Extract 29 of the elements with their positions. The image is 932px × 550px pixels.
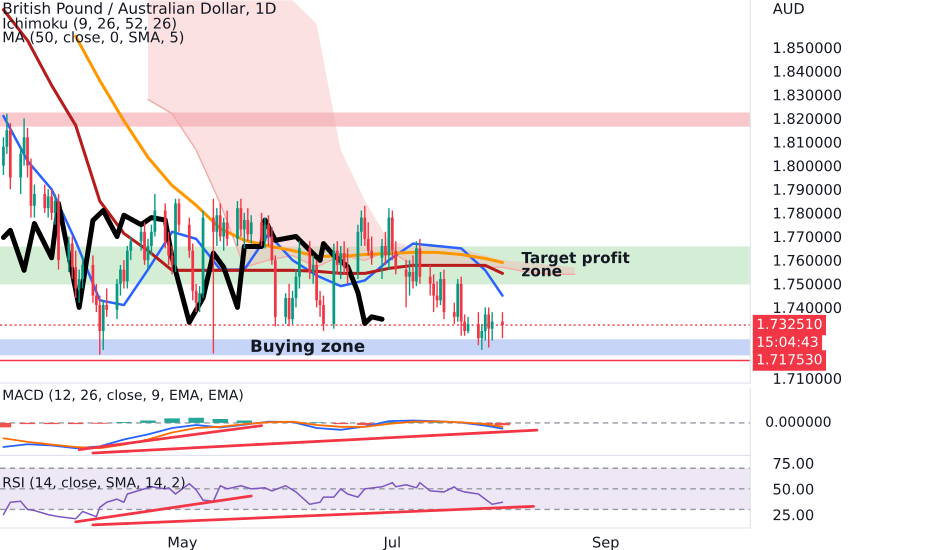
band-label: Buying zone	[252, 339, 364, 356]
y-tick-label: 1.780000	[774, 208, 842, 219]
text: 15:04:43	[758, 336, 818, 347]
x-tick-label: May	[168, 536, 198, 550]
y-tick-label: 75.00	[774, 458, 814, 469]
y-tick-label: 1.770000	[774, 231, 842, 242]
y-axis-title: AUD	[772, 3, 804, 14]
ref-line-label: 1.732510	[758, 318, 822, 330]
y-tick-label: 1.840000	[774, 66, 842, 77]
x-tick-label: Sep	[592, 536, 619, 550]
y-tick-label: 50.00	[774, 484, 814, 495]
x-tick-label: Jul	[382, 536, 400, 550]
y-tick-label: 1.740000	[774, 302, 842, 314]
y-tick-label: 1.710000	[774, 373, 842, 384]
ref-line-label: 1.717530	[758, 354, 822, 365]
y-tick-label: 1.810000	[774, 136, 842, 148]
band-label: Target profit zone	[522, 251, 630, 276]
y-tick-label: 1.750000	[774, 278, 842, 290]
y-tick-label: 1.820000	[774, 113, 842, 124]
text: RSI (14, close, SMA, 14, 2)	[4, 476, 184, 490]
y-tick-label: 25.00	[774, 509, 814, 520]
y-tick-label: 1.760000	[774, 254, 842, 266]
chart-title: British Pound / Australian Dollar, 1D	[4, 2, 276, 16]
chart-title: MACD (12, 26, close, 9, EMA, EMA)	[4, 389, 243, 402]
y-tick-label: 1.790000	[774, 184, 842, 196]
y-tick-label: 1.850000	[774, 42, 842, 54]
y-tick-label: 1.830000	[774, 89, 842, 100]
ref-line-label: 0.000000	[766, 416, 831, 427]
y-tick-label: 1.800000	[774, 160, 842, 172]
